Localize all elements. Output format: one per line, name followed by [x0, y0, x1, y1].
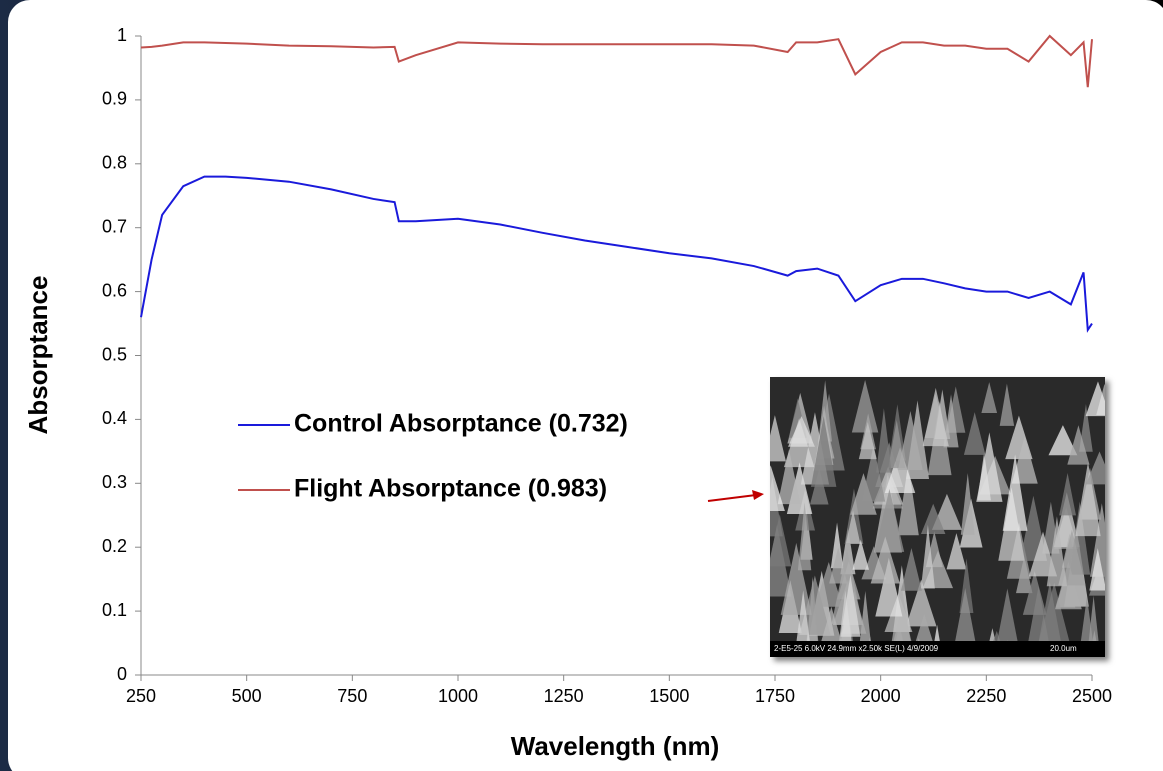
inset-spike	[905, 579, 937, 627]
inset-spike	[1075, 461, 1101, 537]
y-tick-label: 0.5	[102, 344, 127, 364]
inset-spike	[1089, 548, 1105, 591]
x-tick-label: 1500	[649, 686, 689, 706]
inset-spike	[976, 432, 1003, 502]
inset-spike	[1011, 436, 1038, 484]
inset-spike	[1059, 473, 1077, 516]
x-tick-label: 1000	[438, 686, 478, 706]
inset-caption: 2-E5-25 6.0kV 24.9mm x2.50k SE(L) 4/9/20…	[774, 644, 939, 653]
inset-spike	[1079, 404, 1093, 452]
inset-spike	[1053, 492, 1080, 548]
inset-spike	[999, 383, 1015, 426]
inset-spike	[818, 606, 845, 652]
x-tick-label: 750	[337, 686, 367, 706]
inset-spike	[861, 445, 886, 502]
inset-spike	[1085, 451, 1105, 485]
inset-spike	[921, 503, 946, 534]
series-line	[140, 34, 1093, 88]
inset-spike	[840, 575, 861, 637]
arrow	[707, 494, 757, 502]
inset-spike	[913, 613, 936, 650]
y-tick-label: 0.7	[102, 216, 127, 236]
inset-spike	[920, 524, 935, 589]
arrow-head	[752, 490, 764, 500]
inset-spike	[875, 557, 903, 617]
inset-spike	[794, 590, 812, 657]
inset-spike	[1025, 586, 1052, 656]
x-tick-label: 2000	[861, 686, 901, 706]
inset-spike	[922, 387, 949, 447]
inset-spike	[788, 416, 815, 447]
inset-spike	[845, 510, 861, 544]
inset-spike	[900, 548, 922, 591]
inset-spike	[876, 408, 892, 473]
inset-spike	[1046, 516, 1068, 587]
inset-spike	[797, 502, 812, 571]
inset-spike	[829, 547, 848, 584]
y-axis-label: Absorptance	[23, 276, 53, 435]
inset-spike	[981, 382, 998, 413]
inset-spike	[874, 489, 905, 552]
inset-spike	[897, 464, 919, 536]
inset-spike	[1089, 503, 1105, 577]
legend-label: Flight Absorptance (0.983)	[294, 475, 607, 503]
x-tick-label: 2250	[966, 686, 1006, 706]
x-axis-label: Wavelength (nm)	[511, 731, 719, 761]
inset-spike	[1002, 454, 1028, 531]
inset-spike	[1067, 425, 1090, 465]
x-tick-label: 2500	[1072, 686, 1112, 706]
inset-spike	[840, 527, 856, 575]
y-tick-label: 0.3	[102, 472, 127, 492]
inset-spike	[810, 416, 837, 487]
inset-spike	[1048, 425, 1078, 456]
inset-spike	[770, 514, 792, 567]
x-tick-label: 500	[232, 686, 262, 706]
inset-spike	[852, 539, 870, 570]
inset-spike	[770, 465, 785, 511]
y-tick-label: 1	[117, 25, 127, 45]
x-tick-label: 1250	[544, 686, 584, 706]
y-tick-label: 0.9	[102, 89, 127, 109]
inset-spike	[959, 558, 974, 614]
inset-spike	[858, 422, 877, 460]
inset-spike	[870, 536, 900, 584]
inset-spike	[952, 588, 979, 657]
legend-label: Control Absorptance (0.732)	[294, 410, 628, 438]
x-tick-label: 1750	[755, 686, 795, 706]
y-tick-label: 0.1	[102, 600, 127, 620]
inset-spike	[884, 447, 916, 493]
inset-spike	[1085, 381, 1105, 417]
inset-scale: 20.0um	[1050, 644, 1077, 653]
inset-spike	[994, 588, 1021, 656]
inset-spike	[963, 412, 986, 455]
inset-image: 2-E5-25 6.0kV 24.9mm x2.50k SE(L) 4/9/20…	[770, 377, 1105, 657]
inset-spike	[943, 394, 959, 448]
inset-spike	[851, 380, 879, 433]
inset-spike	[814, 561, 843, 607]
inset-spike	[770, 415, 786, 462]
y-tick-label: 0.4	[102, 408, 127, 428]
inset-spike	[960, 473, 975, 535]
y-tick-label: 0.8	[102, 153, 127, 173]
y-tick-label: 0.6	[102, 280, 127, 300]
y-tick-label: 0.2	[102, 536, 127, 556]
x-tick-label: 250	[126, 686, 156, 706]
inset-spike	[858, 590, 873, 654]
series-line	[140, 175, 1093, 333]
inset-spike	[946, 533, 967, 570]
inset-caption-bar	[770, 641, 1105, 657]
inset-spike	[1058, 529, 1086, 586]
inset-spike	[897, 411, 923, 470]
inset-spike	[777, 449, 801, 505]
y-tick-label: 0	[117, 664, 127, 684]
inset-texture	[770, 380, 1105, 657]
